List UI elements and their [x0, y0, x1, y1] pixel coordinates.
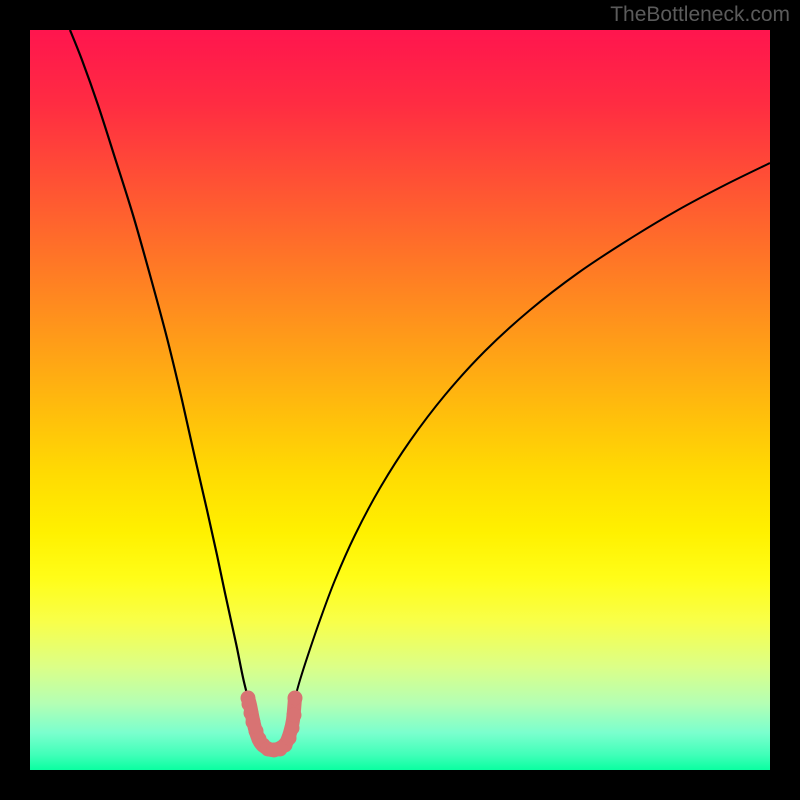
gradient-background: [30, 30, 770, 770]
trough-dot: [287, 708, 302, 723]
trough-dot: [285, 721, 300, 736]
chart-svg: [30, 30, 770, 770]
bottleneck-chart: [30, 30, 770, 770]
watermark-text: TheBottleneck.com: [610, 3, 790, 27]
trough-dot: [288, 691, 303, 706]
